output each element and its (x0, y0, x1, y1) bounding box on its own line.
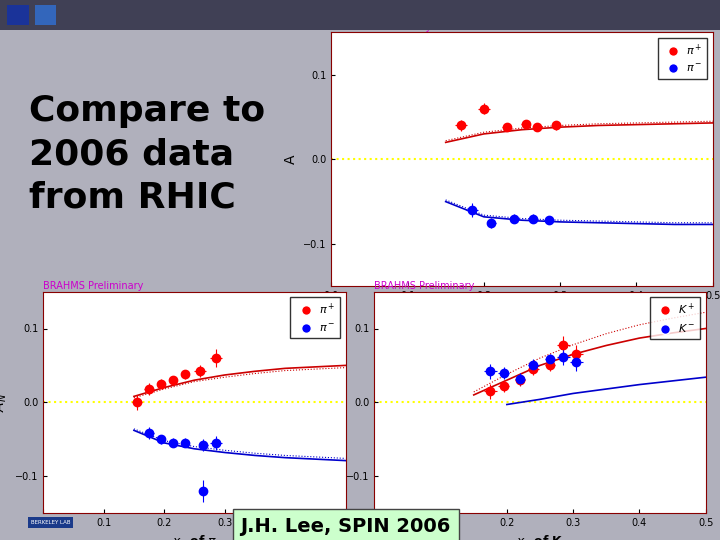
Legend: $K^+$, $K^-$: $K^+$, $K^-$ (649, 297, 700, 339)
Y-axis label: $A_N$: $A_N$ (0, 393, 9, 412)
Text: Compare to
2006 data
from RHIC: Compare to 2006 data from RHIC (29, 94, 265, 215)
Text: BERKELEY LAB: BERKELEY LAB (31, 520, 70, 525)
Text: BRAHMS Preliminary: BRAHMS Preliminary (43, 281, 143, 291)
X-axis label: $x_F$ of K: $x_F$ of K (516, 534, 564, 540)
X-axis label: $x_F$ of $\pi$: $x_F$ of $\pi$ (171, 534, 217, 540)
Text: BRAHMS Preliminary: BRAHMS Preliminary (374, 281, 474, 291)
Legend: $\pi^+$, $\pi^-$: $\pi^+$, $\pi^-$ (657, 38, 707, 79)
Y-axis label: A: A (284, 154, 297, 164)
Legend: $\pi^+$, $\pi^-$: $\pi^+$, $\pi^-$ (290, 297, 340, 338)
Text: BRAHMS Preliminary: BRAHMS Preliminary (331, 22, 431, 32)
Text: J.H. Lee, SPIN 2006: J.H. Lee, SPIN 2006 (240, 517, 451, 536)
